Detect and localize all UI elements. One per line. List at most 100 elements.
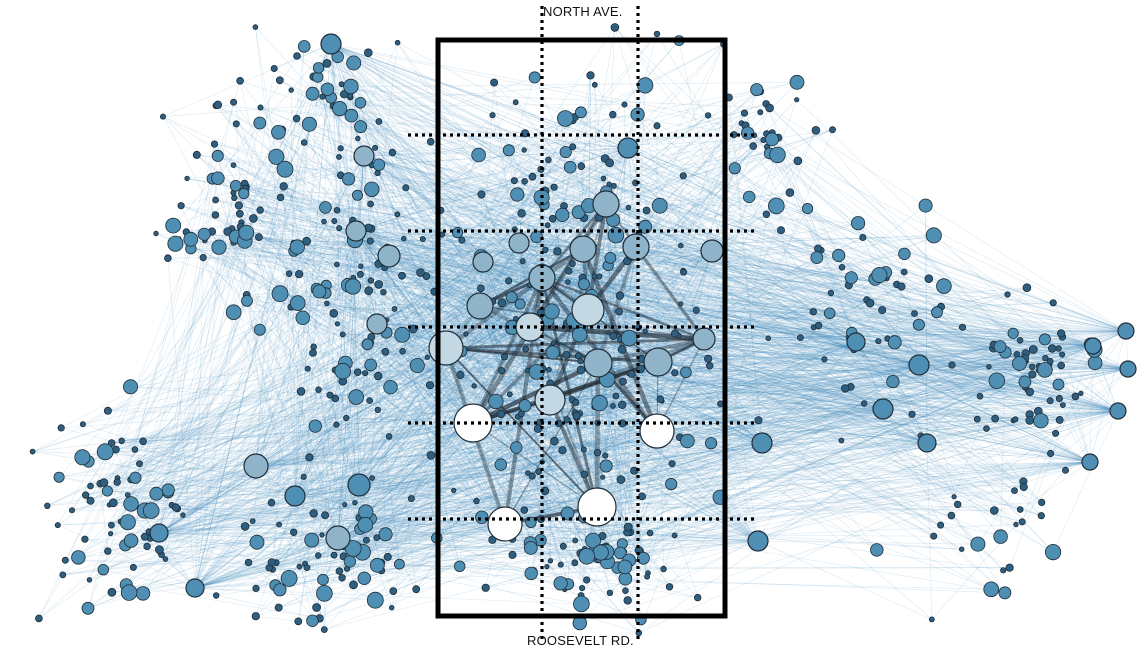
network-node xyxy=(425,355,429,359)
hub-node xyxy=(584,349,612,377)
network-node xyxy=(1012,488,1018,494)
network-node xyxy=(974,416,980,422)
network-node xyxy=(370,558,384,572)
network-node xyxy=(130,472,141,483)
network-node xyxy=(200,254,206,260)
network-node xyxy=(123,380,137,394)
hub-node xyxy=(593,191,619,217)
hub-node xyxy=(693,328,715,350)
hub-node xyxy=(752,433,772,453)
network-node xyxy=(472,384,477,389)
network-node xyxy=(124,534,138,548)
network-node xyxy=(573,538,578,543)
network-node xyxy=(621,330,637,346)
network-node xyxy=(1058,362,1065,369)
network-node xyxy=(318,574,329,585)
network-edge xyxy=(256,616,299,621)
network-node xyxy=(680,173,686,179)
network-node xyxy=(1045,544,1060,559)
network-node xyxy=(519,400,531,412)
network-node xyxy=(108,531,112,535)
network-node xyxy=(310,349,317,356)
network-node xyxy=(60,572,66,578)
network-node xyxy=(623,588,629,594)
network-node xyxy=(511,178,517,184)
network-node xyxy=(181,513,186,518)
network-node xyxy=(82,492,89,499)
network-node xyxy=(301,140,307,146)
network-node xyxy=(386,434,392,440)
network-node xyxy=(755,417,762,424)
network-node xyxy=(572,560,578,566)
network-node xyxy=(172,504,179,511)
network-node xyxy=(334,262,339,267)
network-node xyxy=(178,203,184,209)
network-node xyxy=(339,575,346,582)
network-node xyxy=(522,148,527,153)
network-node xyxy=(301,474,306,479)
network-node xyxy=(573,399,579,405)
network-node xyxy=(350,581,358,589)
network-node xyxy=(678,302,682,306)
network-node xyxy=(949,362,955,368)
network-node xyxy=(140,438,147,445)
network-node xyxy=(365,182,380,197)
hub-node xyxy=(909,355,929,375)
network-node xyxy=(395,40,400,45)
network-node xyxy=(1014,522,1019,527)
network-node xyxy=(557,111,573,127)
network-node xyxy=(320,533,324,537)
network-node xyxy=(766,336,771,341)
network-node xyxy=(344,79,359,94)
network-node xyxy=(498,410,505,417)
network-node xyxy=(513,100,518,105)
network-node xyxy=(766,133,779,146)
network-node xyxy=(254,117,266,129)
network-node xyxy=(645,574,650,579)
network-node xyxy=(652,198,667,213)
network-node xyxy=(597,274,602,279)
network-node xyxy=(389,149,396,156)
network-node xyxy=(359,264,364,269)
network-node xyxy=(544,304,559,319)
network-node xyxy=(212,172,225,185)
network-node xyxy=(581,471,588,478)
network-node xyxy=(578,163,585,170)
network-node xyxy=(1079,391,1083,395)
network-node xyxy=(255,234,262,241)
network-node xyxy=(718,401,724,407)
network-node xyxy=(705,438,716,449)
network-node xyxy=(529,72,540,83)
network-node xyxy=(994,530,1008,544)
network-node xyxy=(130,564,136,570)
network-node xyxy=(322,512,329,519)
network-node xyxy=(352,190,362,200)
network-node xyxy=(525,567,538,580)
network-node xyxy=(82,602,94,614)
network-node xyxy=(952,495,956,499)
network-node xyxy=(498,367,505,374)
network-node xyxy=(258,105,263,110)
south-street-label: ROOSEVELT RD. xyxy=(527,633,634,648)
network-node xyxy=(401,236,406,241)
network-node xyxy=(316,387,322,393)
network-node xyxy=(242,295,253,306)
hub-node xyxy=(186,579,204,597)
network-node xyxy=(212,212,219,219)
network-node xyxy=(489,394,504,409)
network-node xyxy=(104,407,111,414)
network-node xyxy=(325,301,330,306)
network-node xyxy=(250,535,264,549)
network-node xyxy=(363,537,369,543)
network-node xyxy=(661,566,667,572)
network-node xyxy=(1023,284,1031,292)
network-node xyxy=(654,123,660,129)
network-node xyxy=(860,234,866,240)
network-node xyxy=(592,82,597,87)
network-node xyxy=(304,565,310,571)
network-node xyxy=(363,371,368,376)
network-node xyxy=(321,627,327,633)
network-node xyxy=(616,292,624,300)
network-node xyxy=(349,390,364,405)
network-node xyxy=(121,585,137,601)
